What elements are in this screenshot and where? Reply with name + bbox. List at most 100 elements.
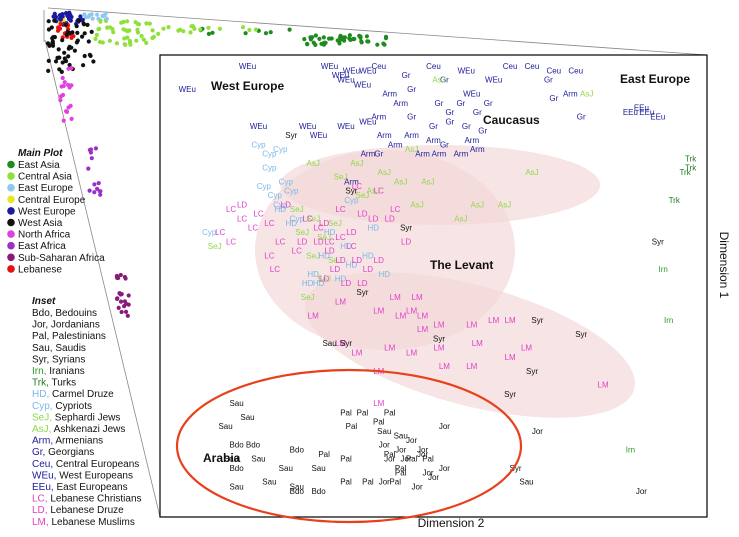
inset-point-122: LC: [292, 247, 302, 256]
main-point-262: [86, 166, 91, 171]
inset-point-59: AsJ: [432, 76, 445, 85]
inset-legend-entry-14: WEu, West Europeans: [32, 470, 133, 481]
main-point-60: [125, 19, 130, 24]
inset-point-54: Ceu: [371, 62, 386, 71]
inset-point-185: Syr: [652, 237, 664, 246]
inset-legend-entry-2: Pal, Palestinians: [32, 331, 106, 342]
main-point-264: [89, 156, 94, 161]
inset-point-35: Arm: [393, 99, 408, 108]
main-point-168: [58, 21, 63, 27]
inset-point-136: LD: [357, 210, 367, 219]
inset-point-58: EEu: [650, 113, 665, 122]
main-point-211: [89, 29, 94, 34]
inset-point-2: WEu: [332, 71, 349, 80]
inset-point-31: Gr: [577, 113, 586, 122]
main-point-96: [96, 27, 101, 32]
inset-point-48: Arm: [464, 136, 479, 145]
inset-point-137: LD: [368, 214, 378, 223]
inset-point-138: LD: [385, 214, 395, 223]
inset-legend-entry-1: Jor, Jordanians: [32, 320, 100, 331]
main-point-10: [313, 33, 318, 38]
inset-point-178: Syr: [356, 288, 368, 297]
inset-point-113: LC: [264, 219, 274, 228]
inset-point-90: Cyp: [268, 191, 283, 200]
inset-point-88: Cyp: [262, 164, 277, 173]
inset-point-10: WEu: [337, 122, 354, 131]
inset-point-125: LC: [374, 187, 384, 196]
levant-shading: [255, 145, 635, 418]
inset-point-70: AsJ: [525, 168, 538, 177]
main-point-112: [206, 25, 211, 30]
inset-point-3: WEu: [343, 67, 360, 76]
main-point-198: [82, 53, 87, 59]
inset-legend-entry-8: Cyp, Cypriots: [32, 401, 92, 412]
main-point-48: [243, 31, 248, 36]
main-point-193: [82, 31, 87, 36]
inset-point-117: LC: [275, 237, 285, 246]
inset-point-160: LM: [505, 316, 516, 325]
main-point-54: [263, 31, 269, 36]
main-point-224: [57, 67, 62, 72]
main-point-39: [365, 39, 370, 44]
inset-point-221: Pal: [406, 455, 418, 464]
inset-point-32: Gr: [374, 150, 383, 159]
inset-point-87: Cyp: [273, 145, 288, 154]
main-point-230: [76, 18, 81, 23]
inset-point-188: Sau: [229, 399, 243, 408]
main-point-254: [98, 192, 103, 197]
inset-point-52: Ceu: [568, 67, 583, 76]
inset-point-230: Jor: [428, 473, 439, 482]
inset-point-241: Trk: [685, 164, 697, 173]
inset-point-56: EEu: [623, 108, 638, 117]
inset-legend-entry-7: HD, Carmel Druze: [32, 389, 114, 400]
main-point-71: [114, 41, 120, 46]
inset-point-132: LD: [297, 237, 307, 246]
inset-point-37: Arm: [404, 131, 419, 140]
inset-point-150: LM: [335, 298, 346, 307]
inset-point-64: AsJ: [394, 177, 407, 186]
main-point-73: [110, 26, 115, 32]
region-label-caucasus: Caucasus: [483, 113, 540, 127]
main-point-276: [125, 313, 130, 318]
inset-point-169: LM: [466, 362, 477, 371]
main-point-284: [123, 309, 129, 314]
main-point-251: [61, 118, 66, 123]
inset-point-144: LD: [374, 256, 384, 265]
inset-point-127: LC: [390, 205, 400, 214]
main-point-103: [161, 26, 166, 31]
inset-point-81: SeJ: [328, 256, 342, 265]
inset-point-69: AsJ: [454, 214, 467, 223]
inset-point-6: WEu: [354, 80, 371, 89]
main-point-50: [210, 30, 215, 35]
main-point-238: [58, 98, 63, 103]
inset-point-143: LD: [357, 279, 367, 288]
inset-point-156: LM: [417, 311, 428, 320]
main-point-213: [88, 53, 93, 59]
inset-point-212: Pal: [318, 450, 330, 459]
main-point-132: [87, 13, 92, 18]
inset-point-21: Gr: [456, 99, 465, 108]
inset-point-49: Ceu: [503, 62, 518, 71]
region-label-east-europe: East Europe: [620, 72, 690, 86]
inset-point-86: Cyp: [262, 150, 277, 159]
inset-point-196: Sau: [394, 432, 408, 441]
inset-point-208: Pal: [357, 408, 369, 417]
inset-point-158: LM: [466, 321, 477, 330]
inset-point-214: Pal: [384, 450, 396, 459]
main-point-227: [85, 22, 90, 27]
main-point-278: [122, 274, 127, 280]
inset-point-219: Pal: [389, 478, 401, 487]
main-point-210: [91, 59, 96, 64]
main-point-44: [321, 42, 327, 47]
legend-swatch-4: [7, 207, 15, 215]
inset-point-193: Sau: [279, 464, 293, 473]
inset-point-74: SeJ: [356, 191, 370, 200]
inset-point-85: Cyp: [251, 140, 266, 149]
inset-point-134: LD: [324, 247, 334, 256]
legend-label-9: Lebanese: [18, 264, 62, 275]
inset-point-106: HD: [346, 261, 358, 270]
inset-point-204: Bdo: [290, 445, 305, 454]
